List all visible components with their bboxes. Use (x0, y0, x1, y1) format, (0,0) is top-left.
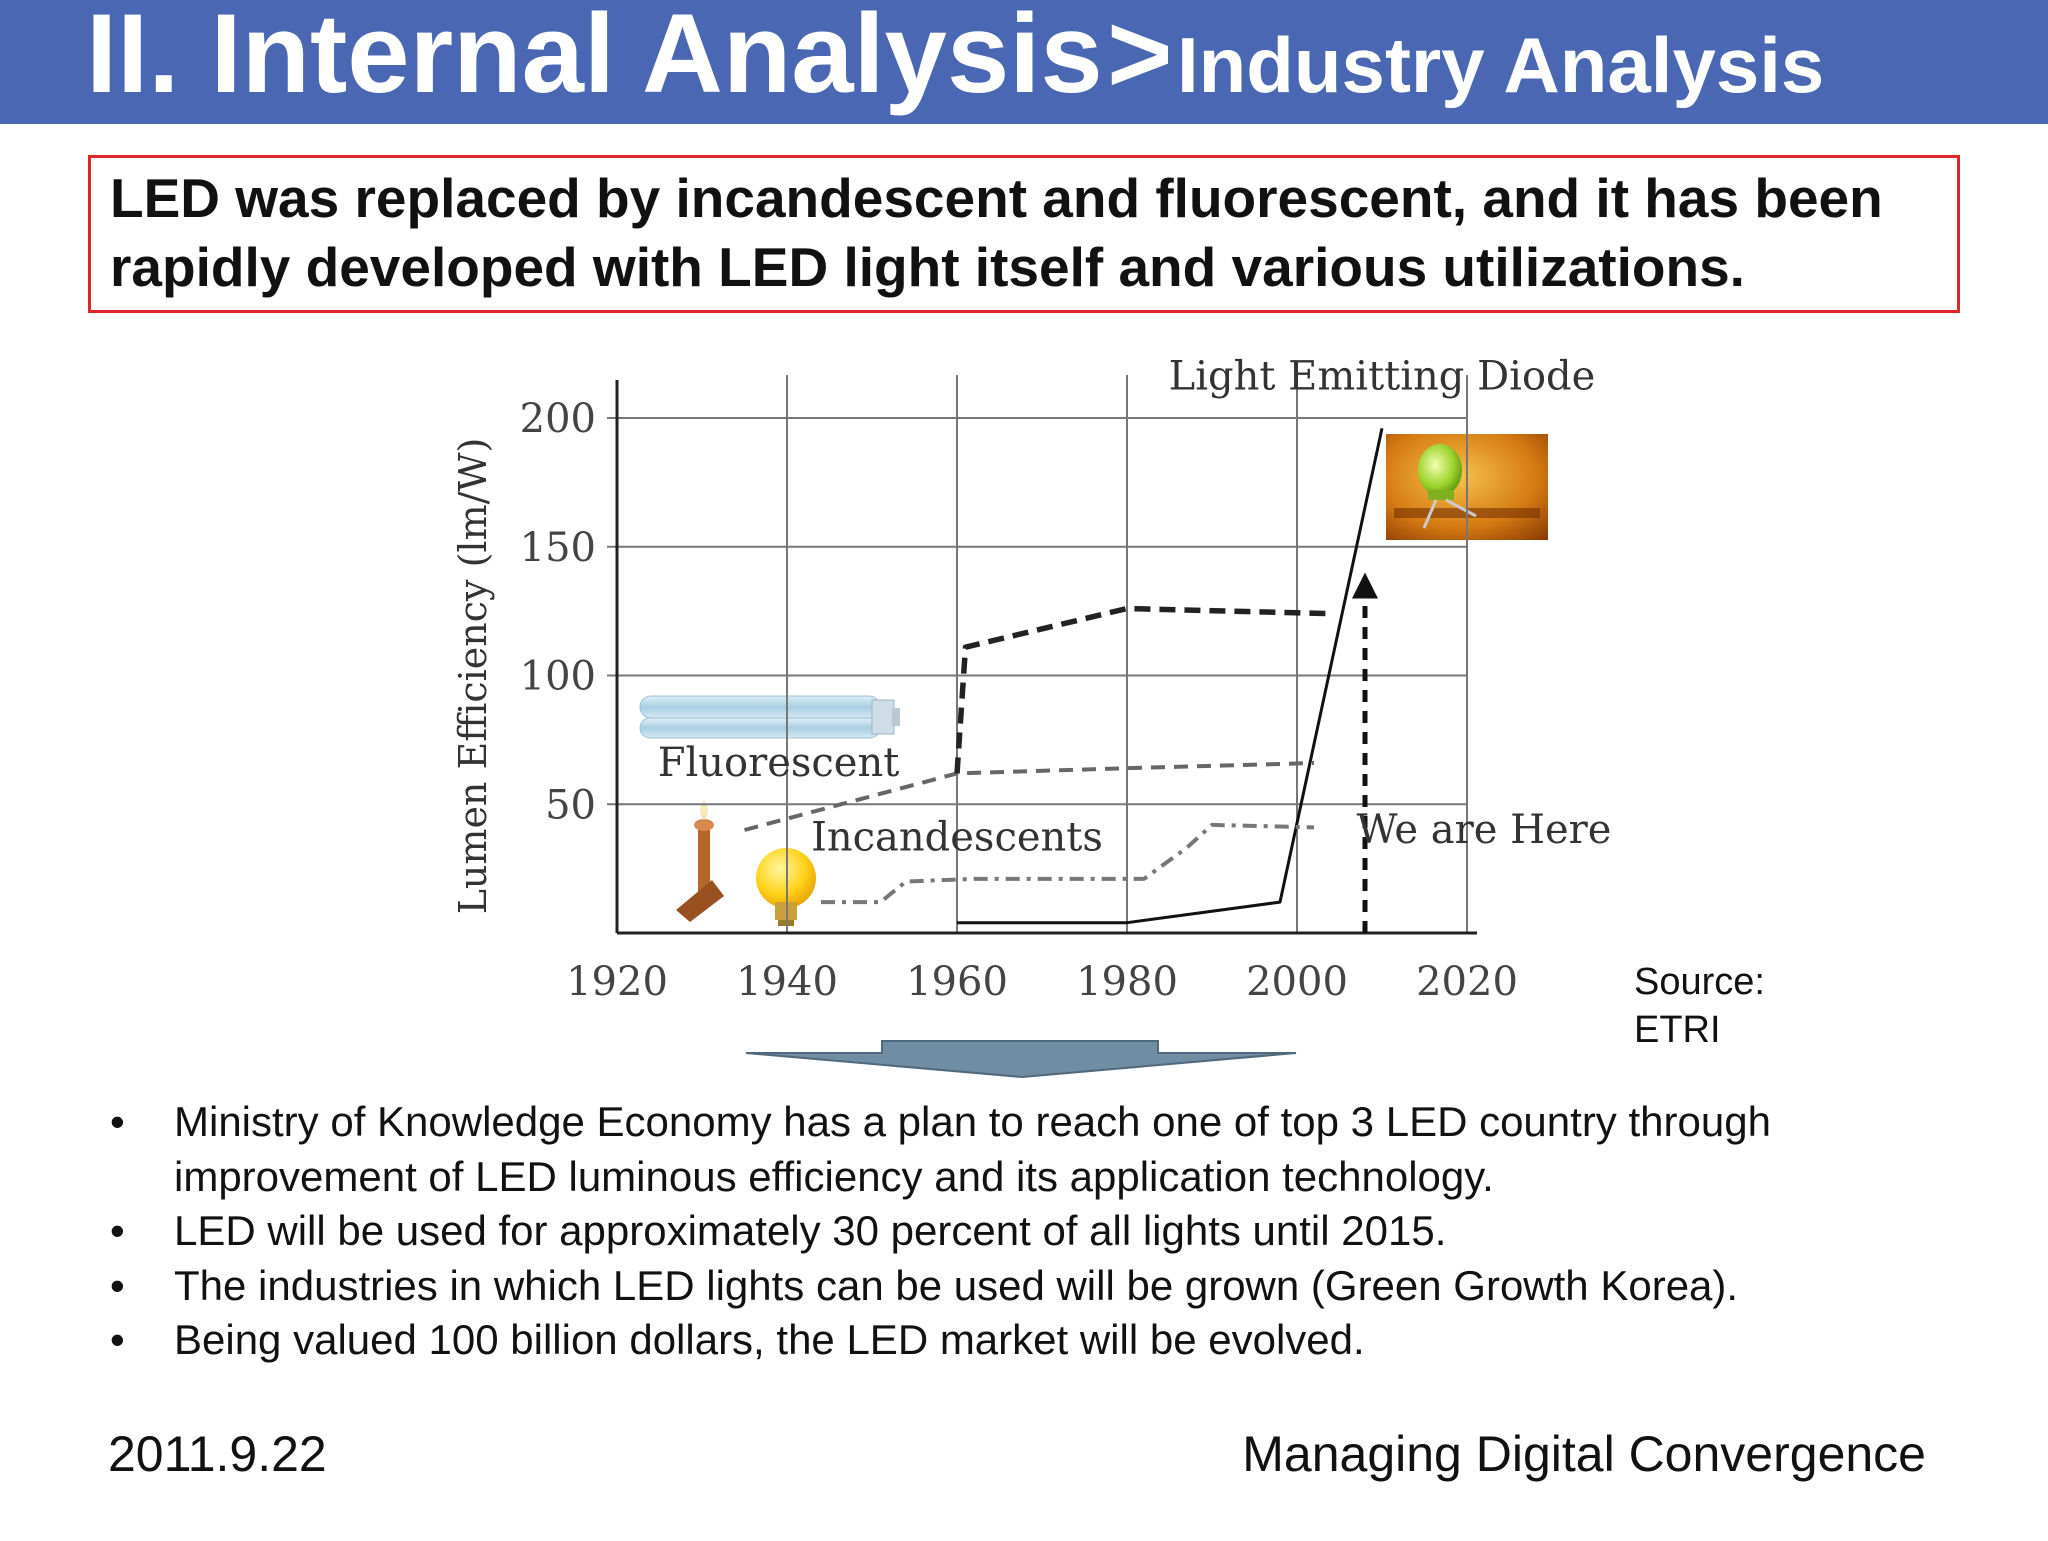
source-label: Source: (1634, 961, 1765, 1003)
x-tick-label: 1920 (566, 959, 668, 1005)
x-tick-label: 2020 (1416, 959, 1518, 1005)
x-tick-label: 1940 (736, 959, 838, 1005)
annotation-incandescents: Incandescents (811, 815, 1103, 861)
slide-subtitle: Industry Analysis (1176, 21, 1825, 109)
bullet-text: LED will be used for approximately 30 pe… (174, 1207, 1447, 1254)
slide-title: II. Internal Analysis > Industry Analysi… (86, 0, 1824, 110)
footer-course-name: Managing Digital Convergence (1242, 1426, 1926, 1482)
bullet-item: • LED will be used for approximately 30 … (110, 1204, 1990, 1259)
chart-series (743, 427, 1384, 925)
bullet-item: • Ministry of Knowledge Economy has a pl… (110, 1095, 1990, 1204)
series-line-bold-dashed (954, 605, 1332, 774)
we-are-here-arrow-head (1352, 572, 1378, 599)
headline-text: LED was replaced by incandescent and flu… (110, 167, 1883, 298)
bullet-list: • Ministry of Knowledge Economy has a pl… (110, 1095, 1990, 1368)
headline-highlight-box (88, 155, 1960, 313)
fluorescent-tube-image (639, 695, 900, 739)
bullet-text: Ministry of Knowledge Economy has a plan… (174, 1098, 1771, 1200)
down-arrow-shape (745, 1040, 1297, 1079)
source-value: ETRI (1634, 1009, 1721, 1051)
bullet-marker: • (110, 1316, 125, 1363)
y-tick-label: 150 (520, 525, 596, 571)
header-bar (0, 0, 2048, 124)
annotation-light-emitting-diode: Light Emitting Diode (1169, 354, 1596, 400)
chart-labels: 1920 1940 1960 1980 2000 2020 200 150 100 50 Lumen… (451, 354, 1611, 1005)
bullet-marker: • (110, 1098, 125, 1145)
chart-grid (607, 375, 1468, 933)
bullet-text: The industries in which LED lights can b… (174, 1261, 1739, 1309)
series-line-light-emitting-diode (957, 427, 1384, 925)
candle-holder-image (676, 800, 724, 922)
x-tick-label: 1960 (906, 959, 1008, 1005)
series-line-incandescents (821, 822, 1315, 905)
chart-axes (615, 380, 1477, 935)
title-separator: > (1107, 0, 1173, 116)
y-tick-label: 200 (520, 396, 596, 442)
bullet-item: • The industries in which LED lights can… (110, 1259, 1990, 1314)
y-tick-label: 100 (520, 654, 596, 700)
bullet-marker: • (110, 1207, 125, 1254)
footer-date: 2011.9.22 (108, 1426, 327, 1482)
bullet-marker: • (110, 1261, 125, 1309)
annotation-we-are-here: We are Here (1357, 807, 1612, 853)
y-tick-label: 50 (545, 782, 596, 828)
x-tick-label: 1980 (1076, 959, 1178, 1005)
y-axis-title: Lumen Efficiency (lm/W) (451, 438, 495, 915)
series-line-fluorescent (743, 761, 1315, 832)
bullet-text: Being valued 100 billion dollars, the LE… (174, 1316, 1365, 1363)
slide-main-title: II. Internal Analysis (86, 0, 1103, 116)
source-note: Source: ETRI (1634, 958, 1765, 1054)
x-tick-label: 2000 (1246, 959, 1348, 1005)
annotation-fluorescent: Fluorescent (658, 740, 900, 786)
bullet-item: • Being valued 100 billion dollars, the … (110, 1313, 1990, 1368)
chart-markers (1352, 572, 1378, 933)
